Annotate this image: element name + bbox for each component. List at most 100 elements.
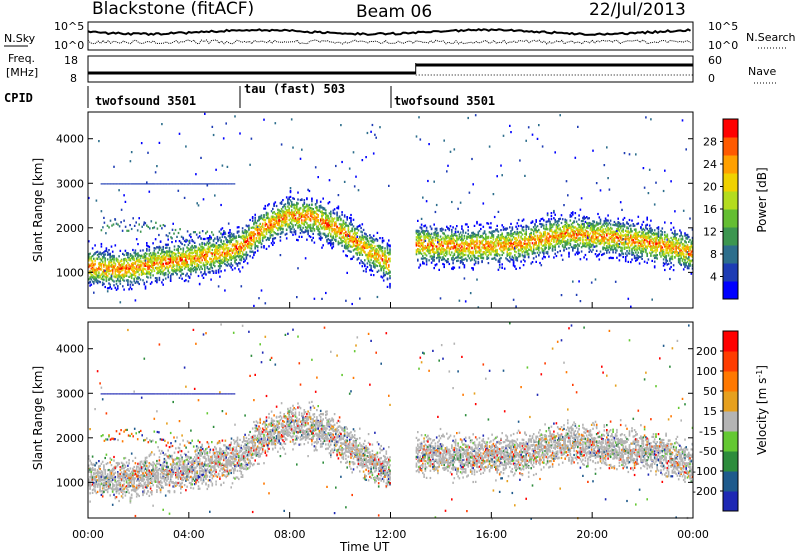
data-cell [196,257,198,260]
data-cell [388,265,390,268]
data-cell [249,255,251,258]
data-cell [452,256,454,259]
data-cell [380,250,382,253]
data-cell [510,248,512,251]
data-cell [151,264,153,267]
data-cell [268,217,270,220]
data-cell [327,242,330,245]
data-cell [296,206,298,209]
data-cell [340,227,342,230]
data-cell [524,239,526,242]
data-cell [256,249,259,252]
data-cell [166,262,168,265]
data-cell [205,254,207,257]
data-cell [114,286,117,289]
data-cell [385,256,388,259]
data-cell [342,227,345,230]
data-cell [180,267,182,270]
data-cell [159,240,162,243]
data-cell [326,223,328,226]
data-cell [162,262,164,265]
data-cell [282,214,284,217]
data-cell [370,244,372,248]
data-cell [375,264,377,267]
data-cell [216,257,219,260]
data-cell [225,264,227,267]
data-cell [491,257,493,260]
data-cell [316,219,318,222]
data-cell [452,240,454,243]
data-cell [500,237,502,240]
data-cell [497,240,500,243]
data-cell [156,257,158,260]
data-cell [188,252,191,255]
data-cell [254,243,256,246]
data-cell [356,252,359,255]
data-cell [531,261,534,264]
data-cell [348,235,351,238]
data-cell [444,234,447,237]
data-cell [539,239,541,242]
data-cell [380,265,382,268]
data-cell [214,245,216,248]
data-cell [149,265,152,268]
data-cell [104,253,106,256]
data-cell [279,210,282,213]
data-cell [231,249,234,252]
data-cell [351,302,353,306]
data-cell [473,263,476,266]
data-cell [256,225,259,228]
data-cell [122,252,124,255]
data-cell [511,234,514,237]
data-cell [292,216,294,219]
data-cell [166,246,168,249]
data-cell [312,236,314,239]
data-cell [216,246,219,249]
data-cell [108,253,110,256]
data-cell [219,259,221,263]
data-cell [496,237,498,241]
data-cell [103,251,105,254]
data-cell [151,281,153,284]
data-cell [222,249,225,252]
data-cell [111,265,114,268]
data-cell [254,219,256,222]
data-cell [277,208,279,211]
data-cell [264,207,267,210]
data-cell [128,288,130,291]
data-cell [443,240,445,244]
data-cell [353,185,356,188]
data-cell [250,239,253,242]
data-cell [451,239,453,242]
data-cell [176,264,178,267]
data-cell [105,279,108,283]
data-cell [376,260,379,263]
data-cell [217,244,220,247]
data-cell [161,281,163,284]
data-cell [364,235,366,238]
data-cell [458,266,461,269]
data-cell [364,232,366,235]
data-cell [510,240,512,243]
data-cell [151,270,153,273]
data-cell [331,242,333,245]
data-cell [309,228,312,231]
data-cell [95,269,98,272]
data-cell [335,221,337,224]
data-cell [386,247,389,250]
data-cell [330,226,332,229]
data-cell [446,243,448,246]
data-cell [536,137,539,140]
data-cell [205,243,207,246]
data-cell [353,235,356,238]
data-cell [386,260,389,263]
data-cell [437,247,439,251]
data-cell [382,265,385,268]
data-cell [519,255,521,258]
data-cell [99,281,101,284]
data-cell [350,257,352,261]
data-cell [225,252,227,255]
data-cell [130,275,133,278]
data-cell [515,242,517,245]
data-cell [317,215,319,218]
